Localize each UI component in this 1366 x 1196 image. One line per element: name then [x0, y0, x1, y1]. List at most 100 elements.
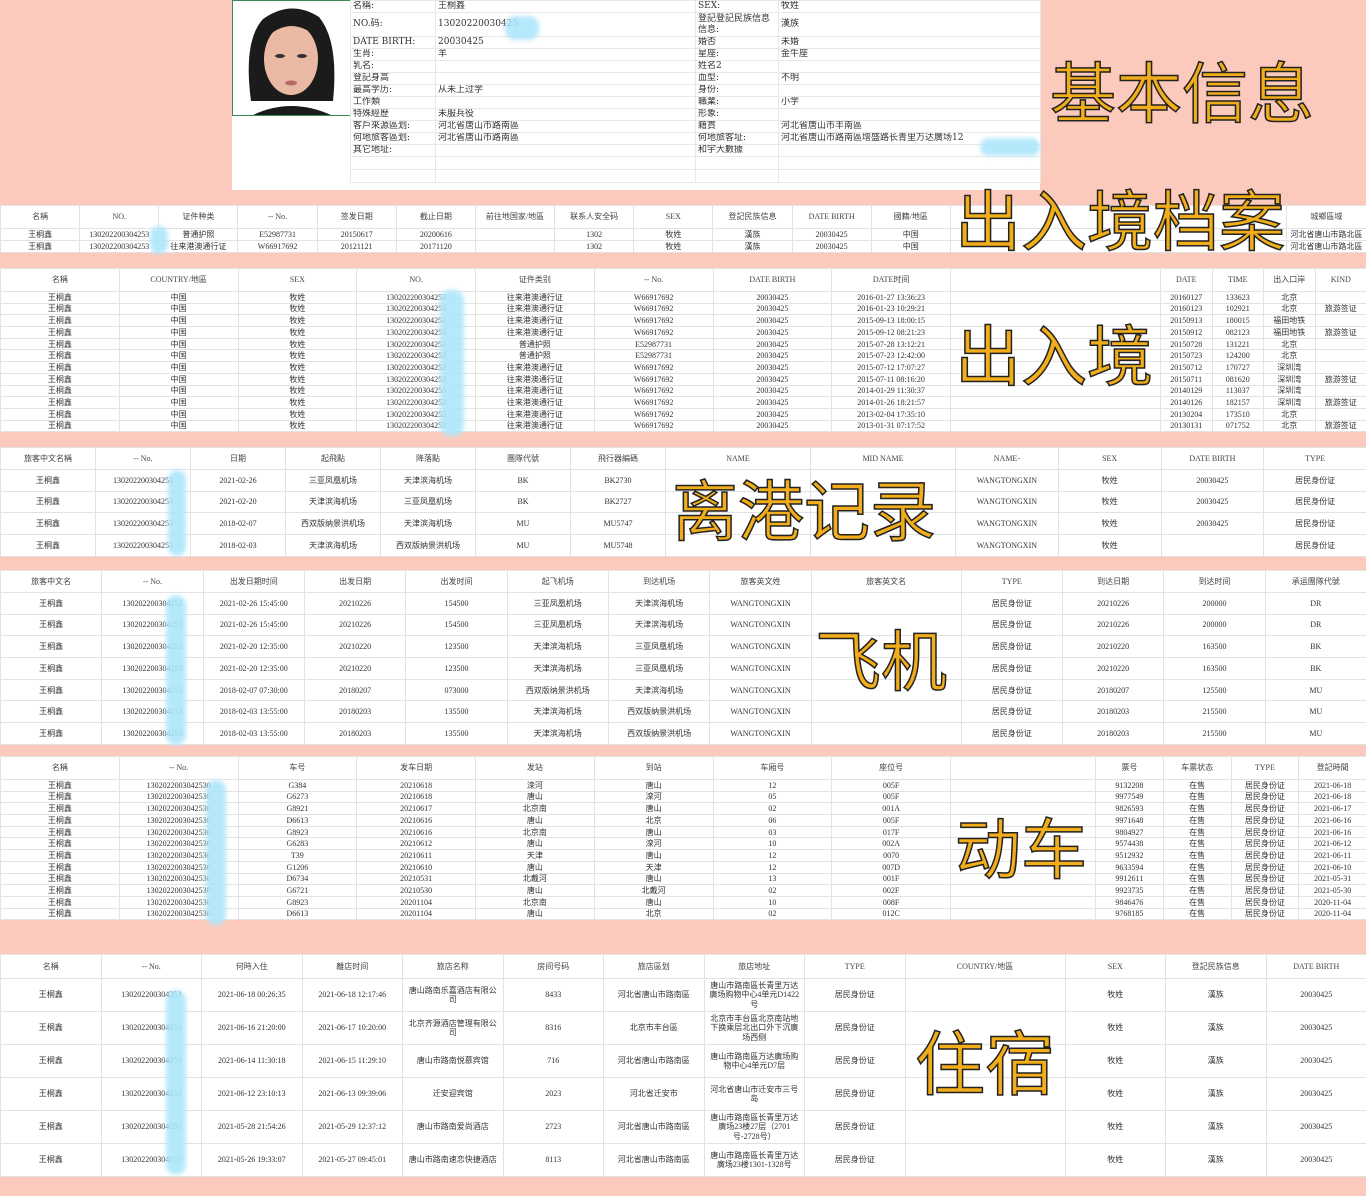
table-cell[interactable]: 居民身份证: [1230, 790, 1300, 804]
table-cell[interactable]: 20210618: [356, 790, 476, 804]
table-row[interactable]: 王桐鑫 130202200304253 2021-06-18 00:26:35 202…: [0, 978, 1366, 1012]
column-header[interactable]: -- No.: [95, 447, 191, 470]
column-header[interactable]: -- No.: [101, 570, 204, 593]
column-header[interactable]: NO.: [356, 268, 476, 292]
table-cell[interactable]: W66917692: [593, 396, 714, 409]
table-cell[interactable]: 河北省迁安市: [603, 1077, 705, 1111]
table-cell[interactable]: 2021-06-16: [1298, 825, 1366, 839]
table-cell[interactable]: WANGTONGXIN: [709, 657, 812, 680]
table-cell[interactable]: BK2727: [570, 490, 666, 514]
table-cell[interactable]: 北京南: [475, 895, 595, 909]
field-value[interactable]: 河北省唐山市丰南區: [778, 120, 1041, 133]
column-header[interactable]: 起飛點: [285, 447, 381, 470]
table-cell[interactable]: [1314, 291, 1366, 304]
table-cell[interactable]: 唐山市路南區长青里万达廣场23楼27层（2701号-2728号）: [703, 1110, 805, 1144]
table-cell[interactable]: 北京: [1263, 419, 1316, 433]
column-header[interactable]: 旅客英文姓: [709, 570, 812, 593]
table-cell[interactable]: 王桐鑫: [0, 802, 120, 816]
table-cell[interactable]: WANGTONGXIN: [709, 613, 812, 637]
table-cell[interactable]: 182157: [1211, 396, 1264, 409]
table-cell[interactable]: 20210610: [356, 860, 476, 874]
column-header[interactable]: 座位号: [831, 756, 951, 780]
column-header[interactable]: 到达日期: [1061, 570, 1165, 593]
table-cell[interactable]: 20030425: [1160, 469, 1265, 492]
table-cell[interactable]: 居民身份证: [960, 635, 1063, 659]
table-cell[interactable]: 130202200304253: [101, 700, 204, 724]
table-cell[interactable]: [810, 534, 956, 557]
table-cell[interactable]: 唐山: [593, 895, 714, 909]
table-cell[interactable]: 中国: [118, 302, 239, 316]
table-cell[interactable]: 2020-11-04: [1298, 895, 1366, 909]
column-header[interactable]: TYPE: [1263, 447, 1366, 470]
table-cell[interactable]: 9633594: [1095, 860, 1164, 874]
table-cell[interactable]: 北戴河: [475, 872, 595, 886]
table-cell[interactable]: 天津滨海机场: [285, 490, 381, 514]
column-header[interactable]: 旅客英文名: [810, 570, 962, 593]
table-cell[interactable]: 王桐鑫: [0, 790, 120, 804]
table-row[interactable]: 王桐鑫 中国 牧姓 130202200304253 往来港澳通行证 W66917692 20…: [0, 291, 1366, 304]
table-cell[interactable]: W66917692: [593, 407, 714, 421]
table-cell[interactable]: 2021-02-20: [190, 490, 286, 514]
column-header[interactable]: DATE时间: [831, 268, 951, 292]
table-cell[interactable]: 唐山: [475, 790, 595, 804]
table-cell[interactable]: MU: [475, 512, 571, 536]
table-cell[interactable]: 2015-07-28 13:12:21: [831, 337, 951, 351]
table-cell[interactable]: 牧姓: [633, 228, 714, 241]
table-cell[interactable]: 20130131: [1160, 419, 1213, 433]
table-cell[interactable]: 普通护照: [475, 337, 595, 351]
table-cell[interactable]: 20210531: [356, 872, 476, 886]
table-cell[interactable]: 漢族: [712, 240, 793, 253]
table-cell[interactable]: 20180203: [1061, 722, 1165, 745]
table-cell[interactable]: W66917692: [593, 372, 714, 386]
table-cell[interactable]: 旅游签证: [1314, 396, 1366, 409]
table-cell[interactable]: 20200616: [395, 228, 476, 241]
table-cell[interactable]: 福田地铁: [1263, 314, 1316, 328]
table-cell[interactable]: 往来港澳通行证: [475, 302, 595, 316]
table-cell[interactable]: 往来港澳通行证: [158, 240, 239, 253]
column-header[interactable]: COUNTRY/地區: [904, 954, 1066, 979]
table-cell[interactable]: 20030425: [1160, 490, 1265, 514]
table-cell[interactable]: 北京齐源酒店管理有限公司: [402, 1011, 504, 1045]
table-cell[interactable]: 王桐鑫: [0, 490, 96, 514]
table-cell[interactable]: 130202200304253: [101, 592, 204, 615]
table-cell[interactable]: 130202200304253: [100, 1143, 202, 1177]
table-row[interactable]: 王桐鑫 中国 牧姓 130202200304253 往来港澳通行证 W66917692 20…: [0, 407, 1366, 421]
table-cell[interactable]: 牧姓: [237, 337, 358, 351]
column-header[interactable]: 何時入住: [201, 954, 303, 979]
table-cell[interactable]: 9512932: [1095, 849, 1164, 862]
column-header[interactable]: 出发时间: [405, 570, 508, 593]
table-cell[interactable]: 漢族: [1165, 1044, 1267, 1078]
table-cell[interactable]: 北京南: [475, 825, 595, 839]
column-header[interactable]: 名稱: [0, 205, 81, 229]
table-cell[interactable]: 普通护照: [475, 349, 595, 363]
table-cell[interactable]: 漢族: [1165, 1077, 1267, 1111]
table-row[interactable]: 王桐鑫 130202200304253 2021-06-12 23:10:13 202…: [0, 1077, 1366, 1111]
table-cell[interactable]: 012C: [831, 907, 951, 921]
column-header[interactable]: 承运團隊代號: [1264, 570, 1366, 593]
table-cell[interactable]: 在售: [1162, 802, 1232, 816]
table-cell[interactable]: 唐山路南乐嘉酒店有限公司: [402, 978, 504, 1012]
table-cell[interactable]: 唐山: [593, 825, 714, 839]
table-cell[interactable]: 12: [712, 779, 833, 792]
column-header[interactable]: TYPE: [804, 954, 906, 979]
table-cell[interactable]: 王桐鑫: [0, 978, 102, 1012]
table-cell[interactable]: MU: [475, 534, 571, 557]
table-cell[interactable]: 2021-02-26: [190, 469, 286, 492]
table-cell[interactable]: 牧姓: [1064, 1110, 1166, 1144]
column-header[interactable]: 旅客中文名: [0, 570, 103, 593]
table-cell[interactable]: 20210612: [356, 837, 476, 851]
table-cell[interactable]: G8923: [237, 895, 358, 909]
column-header[interactable]: DATE BIRTH: [791, 205, 872, 229]
table-row[interactable]: 王桐鑫 中国 牧姓 130202200304253 往来港澳通行证 W66917692 20…: [0, 396, 1366, 409]
table-cell[interactable]: 王桐鑫: [0, 337, 120, 351]
table-cell[interactable]: 牧姓: [237, 396, 358, 409]
table-cell[interactable]: 北戴河: [593, 884, 714, 897]
table-cell[interactable]: 2021-06-13 09:39:06: [301, 1077, 403, 1111]
table-cell[interactable]: 20210611: [356, 849, 476, 862]
table-cell[interactable]: 中国: [118, 314, 239, 328]
column-header[interactable]: 到达机场: [607, 570, 711, 593]
table-cell[interactable]: 王桐鑫: [0, 291, 120, 304]
column-header[interactable]: 名稱: [0, 268, 120, 292]
field-value[interactable]: 从未上过学: [435, 84, 696, 97]
table-cell[interactable]: 12: [712, 860, 833, 874]
